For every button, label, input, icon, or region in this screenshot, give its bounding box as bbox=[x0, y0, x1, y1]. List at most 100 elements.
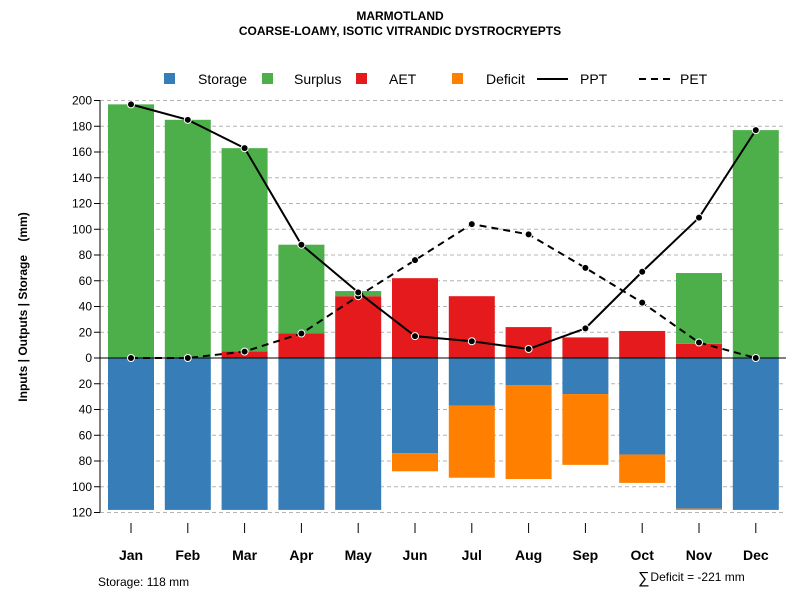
ppt-point bbox=[751, 126, 760, 135]
legend-swatch-surplus bbox=[262, 73, 273, 84]
y-tick-label: 140 bbox=[72, 171, 92, 185]
pet-point bbox=[467, 220, 476, 229]
x-tick-label: Aug bbox=[515, 547, 542, 563]
aet-bar bbox=[392, 278, 438, 358]
aet-bar bbox=[335, 296, 382, 358]
y-tick-label: 160 bbox=[72, 145, 92, 159]
pet-point bbox=[524, 230, 533, 239]
legend-label-surplus: Surplus bbox=[294, 71, 341, 87]
y-tick-label: 100 bbox=[72, 222, 92, 236]
deficit-bar bbox=[619, 454, 666, 483]
ppt-point bbox=[411, 332, 419, 341]
storage-bar bbox=[221, 358, 268, 510]
pet-point bbox=[638, 298, 647, 307]
pet-point bbox=[240, 347, 249, 356]
storage-bar bbox=[392, 358, 438, 454]
surplus-bar bbox=[278, 244, 325, 334]
storage-bar bbox=[562, 358, 609, 395]
pet-point bbox=[411, 256, 419, 265]
ppt-line bbox=[130, 103, 757, 351]
aet-bar bbox=[619, 330, 666, 358]
legend-label-ppt: PPT bbox=[580, 71, 608, 87]
chart-subtitle: COARSE-LOAMY, ISOTIC VITRANDIC DYSTROCRY… bbox=[238, 24, 562, 38]
chart-title: MARMOTLAND bbox=[356, 9, 444, 23]
deficit-bar bbox=[392, 453, 438, 472]
aet-bar bbox=[676, 343, 722, 358]
x-tick-label: Dec bbox=[743, 547, 769, 563]
storage-bar bbox=[164, 358, 211, 510]
x-tick-label: Jan bbox=[119, 547, 143, 563]
pet-point bbox=[695, 338, 703, 347]
pet-point bbox=[127, 354, 135, 362]
ppt-point bbox=[638, 267, 647, 276]
storage-bar bbox=[505, 358, 552, 386]
storage-bar bbox=[619, 358, 666, 455]
y-tick-label: 80 bbox=[79, 454, 93, 468]
x-tick-label: Apr bbox=[289, 547, 314, 563]
storage-note: Storage: 118 mm bbox=[98, 575, 190, 589]
deficit-bar bbox=[676, 508, 722, 510]
x-tick-label: Jul bbox=[462, 547, 482, 563]
legend-label-pet: PET bbox=[680, 71, 708, 87]
y-tick-label: 80 bbox=[79, 248, 93, 262]
x-tick-label: Mar bbox=[232, 547, 257, 563]
storage-bar bbox=[732, 358, 779, 510]
y-tick-label: 40 bbox=[79, 403, 93, 417]
storage-bar bbox=[278, 358, 325, 510]
ppt-point bbox=[127, 100, 135, 109]
legend-swatch-aet bbox=[356, 73, 367, 84]
legend-swatch-deficit bbox=[452, 73, 463, 84]
storage-bar bbox=[448, 358, 495, 406]
surplus-bar bbox=[221, 148, 268, 352]
y-tick-label: 100 bbox=[72, 480, 92, 494]
y-tick-label: 20 bbox=[79, 377, 93, 391]
deficit-note: ∑Deficit = -221 mm bbox=[638, 570, 745, 588]
ppt-point bbox=[467, 337, 476, 346]
x-tick-label: May bbox=[345, 547, 372, 563]
x-tick-label: Sep bbox=[573, 547, 599, 563]
pet-point bbox=[297, 329, 306, 338]
aet-bar bbox=[448, 296, 495, 358]
surplus-bar bbox=[108, 104, 154, 358]
surplus-bar bbox=[164, 119, 211, 358]
legend-label-storage: Storage bbox=[198, 71, 247, 87]
y-tick-label: 120 bbox=[72, 506, 92, 520]
y-tick-label: 20 bbox=[79, 325, 93, 339]
ppt-point bbox=[183, 115, 192, 124]
storage-bar bbox=[676, 358, 722, 509]
storage-bar bbox=[335, 358, 382, 510]
y-tick-label: 60 bbox=[79, 274, 93, 288]
y-tick-label: 200 bbox=[72, 94, 92, 108]
ppt-point bbox=[581, 324, 590, 333]
legend-swatch-storage bbox=[164, 73, 175, 84]
x-tick-label: Feb bbox=[175, 547, 200, 563]
pet-point bbox=[183, 354, 192, 362]
x-tick-label: Jun bbox=[403, 547, 428, 563]
surplus-bar bbox=[676, 273, 722, 344]
pet-point bbox=[581, 263, 590, 272]
ppt-point bbox=[524, 344, 533, 353]
ppt-point bbox=[297, 240, 306, 249]
pet-line bbox=[131, 223, 757, 359]
x-tick-label: Nov bbox=[686, 547, 713, 563]
deficit-bar bbox=[448, 405, 495, 478]
y-tick-label: 40 bbox=[79, 300, 93, 314]
ppt-point bbox=[695, 213, 703, 222]
pet-point bbox=[751, 354, 760, 362]
legend: Storage Surplus AET Deficit PPT PET bbox=[164, 71, 708, 87]
ppt-point bbox=[354, 288, 363, 297]
surplus-bar bbox=[732, 130, 779, 358]
y-tick-label: 60 bbox=[79, 428, 93, 442]
sigma-icon: ∑ bbox=[638, 570, 650, 587]
ppt-point bbox=[240, 144, 249, 153]
aet-bar bbox=[562, 337, 609, 358]
deficit-bar bbox=[505, 385, 552, 480]
y-tick-label: 180 bbox=[72, 119, 92, 133]
deficit-text: Deficit = -221 mm bbox=[650, 570, 745, 584]
legend-label-deficit: Deficit bbox=[486, 71, 525, 87]
storage-bar bbox=[108, 358, 154, 510]
y-tick-label: 0 bbox=[85, 351, 92, 365]
y-axis-title: Inputs | Outputs | Storage (mm) bbox=[16, 212, 30, 401]
deficit-bar bbox=[562, 394, 609, 465]
